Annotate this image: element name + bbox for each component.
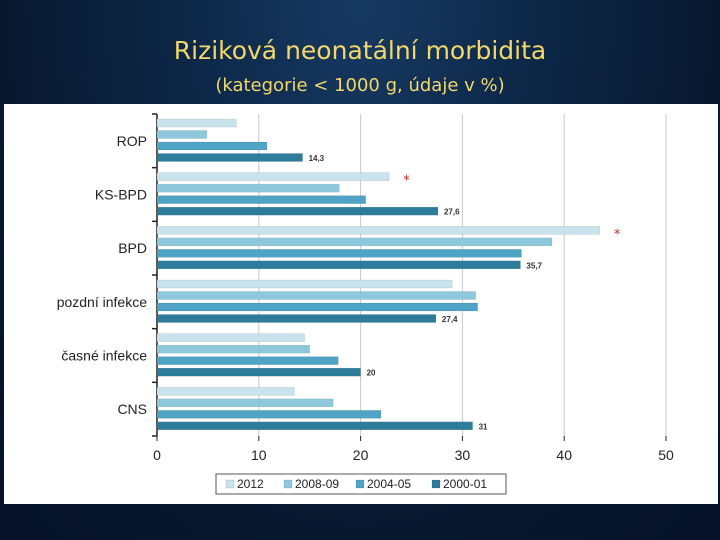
x-tick-label: 50 <box>658 447 674 463</box>
x-tick-label: 0 <box>153 447 161 463</box>
x-tick-label: 30 <box>455 447 471 463</box>
legend-swatch <box>283 479 293 489</box>
bar-2008-09-ROP <box>156 130 208 139</box>
legend-swatch <box>225 479 235 489</box>
bar-2008-09-časné-infekce <box>156 344 310 354</box>
bar-2004-05-ROP <box>156 141 268 151</box>
data-label: 20 <box>367 369 376 378</box>
bar-2000-01-BPD <box>156 260 521 270</box>
category-label: CNS <box>117 401 147 417</box>
bar-2000-01-CNS <box>156 421 473 431</box>
bar-2012-ROP <box>156 118 237 128</box>
data-label: 14,3 <box>309 154 325 163</box>
bar-2004-05-časné-infekce <box>156 356 339 365</box>
category-label: KS-BPD <box>95 187 147 203</box>
bar-2004-05-CNS <box>156 410 382 419</box>
bar-chart: ROP KS-BPD BPD pozdní infekce časné infekce C… <box>57 113 674 495</box>
data-label: 35,7 <box>526 261 542 270</box>
bar-2000-01-ROP <box>156 153 303 162</box>
category-label: pozdní infekce <box>57 294 147 310</box>
bar-2000-01-KS-BPD <box>156 206 439 216</box>
data-label: 31 <box>479 422 488 431</box>
bar-2008-09-BPD <box>156 237 553 247</box>
category-label: ROP <box>117 133 147 149</box>
x-tick-label: 10 <box>251 447 267 463</box>
bar-2012-časné-infekce <box>156 333 305 342</box>
bar-2012-pozdní-infekce <box>156 279 453 289</box>
bar-2004-05-pozdní-infekce <box>156 302 478 312</box>
bar-2008-09-KS-BPD <box>156 183 340 193</box>
slide-subtitle: (kategorie < 1000 g, údaje v %) <box>215 75 505 96</box>
data-label: 27,4 <box>442 315 458 324</box>
x-tick-label: 20 <box>353 447 369 463</box>
bar-2008-09-CNS <box>156 398 334 408</box>
slide-title: Riziková neonatální morbidita <box>173 36 547 65</box>
bar-2012-KS-BPD <box>156 172 390 181</box>
bar-2000-01-časné-infekce <box>156 367 361 377</box>
bar-2008-09-pozdní-infekce <box>156 291 476 300</box>
significance-star: * <box>403 174 410 189</box>
legend-label: 2012 <box>237 477 264 491</box>
bar-2000-01-pozdní-infekce <box>156 314 437 323</box>
category-label: časné infekce <box>61 348 147 364</box>
category-label: BPD <box>118 240 147 256</box>
legend-label: 2008-09 <box>295 477 339 491</box>
legend-swatch <box>355 479 365 489</box>
bar-2012-BPD <box>156 226 601 235</box>
chart-panel: ROP KS-BPD BPD pozdní infekce časné infekce C… <box>4 104 718 504</box>
bar-2004-05-KS-BPD <box>156 195 366 204</box>
legend-swatch <box>431 479 441 489</box>
bar-2012-CNS <box>156 387 295 396</box>
legend-label: 2004-05 <box>367 477 411 491</box>
legend-label: 2000-01 <box>443 477 487 491</box>
data-label: 27,6 <box>444 208 460 217</box>
significance-star: * <box>614 227 621 242</box>
bar-2004-05-BPD <box>156 249 522 258</box>
x-tick-label: 40 <box>556 447 572 463</box>
